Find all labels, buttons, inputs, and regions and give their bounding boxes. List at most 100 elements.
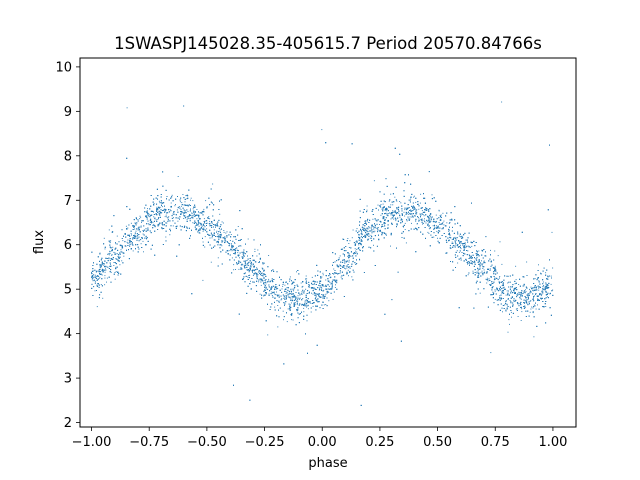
data-point xyxy=(145,228,147,230)
data-point xyxy=(517,293,519,294)
data-point xyxy=(497,255,499,257)
data-point xyxy=(203,218,205,220)
data-point xyxy=(537,298,539,300)
data-point xyxy=(501,285,503,287)
data-point xyxy=(494,267,496,269)
data-point xyxy=(265,283,267,285)
data-point xyxy=(237,250,239,252)
data-point xyxy=(428,228,430,230)
data-point xyxy=(358,234,359,236)
data-point xyxy=(428,216,430,218)
data-point xyxy=(467,263,468,265)
data-point xyxy=(332,279,334,281)
data-point xyxy=(322,274,324,276)
data-point xyxy=(356,263,358,264)
data-point xyxy=(258,271,260,273)
data-point xyxy=(257,274,259,276)
data-point xyxy=(479,268,481,270)
data-point xyxy=(294,302,296,303)
data-point xyxy=(535,308,537,310)
data-points xyxy=(91,101,554,406)
data-point xyxy=(523,303,525,304)
data-point xyxy=(290,302,292,304)
data-point xyxy=(551,231,553,233)
data-point xyxy=(434,227,436,228)
data-point xyxy=(240,261,242,263)
data-point xyxy=(226,241,228,243)
data-point xyxy=(372,218,374,220)
data-point xyxy=(380,214,382,216)
data-point xyxy=(490,352,492,354)
data-point xyxy=(201,226,203,228)
data-point xyxy=(202,241,204,243)
data-point xyxy=(297,295,299,297)
data-point xyxy=(316,293,318,295)
data-point xyxy=(156,206,158,208)
data-point xyxy=(432,225,434,227)
data-point xyxy=(127,239,129,241)
data-point xyxy=(386,210,388,212)
data-point xyxy=(283,298,285,299)
data-point xyxy=(332,298,334,300)
data-point xyxy=(442,212,444,214)
data-point xyxy=(372,230,374,232)
data-point xyxy=(100,267,102,269)
data-point xyxy=(336,260,338,262)
data-point xyxy=(515,279,517,281)
data-point xyxy=(292,290,294,292)
data-point xyxy=(248,269,250,271)
data-point xyxy=(221,245,223,247)
data-point xyxy=(94,290,96,292)
data-point xyxy=(253,273,254,275)
data-point xyxy=(158,200,160,202)
data-point xyxy=(458,235,460,237)
data-point xyxy=(301,286,303,288)
data-point xyxy=(471,245,473,247)
data-point xyxy=(211,237,213,239)
data-point xyxy=(474,263,476,265)
data-point xyxy=(219,213,221,215)
data-point xyxy=(499,288,501,289)
data-point xyxy=(114,278,116,280)
data-point xyxy=(302,298,304,299)
data-point xyxy=(261,278,263,280)
data-point xyxy=(152,221,154,223)
data-point xyxy=(523,302,525,304)
data-point xyxy=(103,237,105,239)
data-point xyxy=(139,239,141,240)
data-point xyxy=(244,261,246,263)
data-point xyxy=(203,225,205,227)
data-point xyxy=(266,289,268,290)
data-point xyxy=(301,304,303,306)
data-point xyxy=(289,280,290,282)
data-point xyxy=(511,296,513,298)
data-point xyxy=(534,278,536,280)
data-point xyxy=(132,242,133,244)
data-point xyxy=(538,264,539,266)
data-point xyxy=(112,246,114,248)
data-point xyxy=(110,271,112,273)
data-point xyxy=(214,239,216,241)
data-point xyxy=(365,235,366,237)
data-point xyxy=(286,321,288,323)
data-point xyxy=(239,245,241,247)
data-point xyxy=(258,281,260,283)
data-point xyxy=(327,279,329,281)
data-point xyxy=(186,216,188,218)
data-point xyxy=(414,208,416,210)
data-point xyxy=(392,216,394,218)
data-point xyxy=(274,294,276,296)
data-point xyxy=(373,227,375,229)
data-point xyxy=(294,304,296,306)
data-point xyxy=(209,222,211,224)
data-point xyxy=(297,309,299,311)
data-point xyxy=(409,216,411,218)
data-point xyxy=(505,294,507,296)
data-point xyxy=(460,248,462,250)
data-point xyxy=(438,230,440,231)
data-point xyxy=(356,251,358,253)
data-point xyxy=(135,223,137,225)
data-point xyxy=(149,214,151,216)
data-point xyxy=(448,230,450,232)
data-point xyxy=(250,263,252,265)
